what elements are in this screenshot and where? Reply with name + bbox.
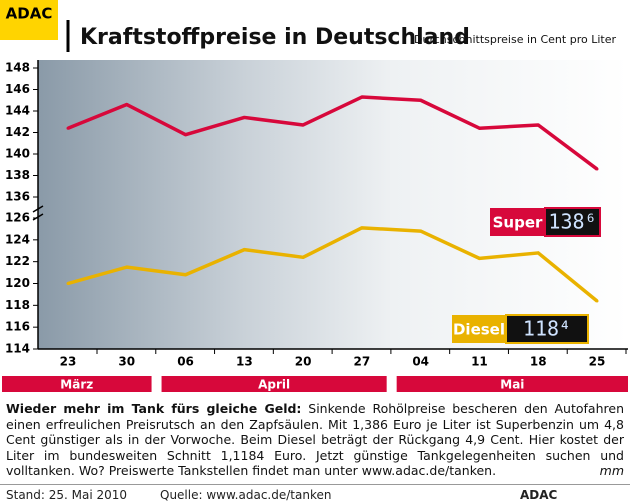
lead: Wieder mehr im Tank fürs gleiche Geld:: [6, 401, 302, 416]
y-tick-label: 126: [5, 211, 30, 225]
point: [360, 226, 364, 230]
point: [419, 229, 423, 233]
author: mm: [599, 463, 624, 478]
x-tick-label: 20: [295, 355, 312, 369]
logo-box: [0, 0, 58, 40]
legend-box: [452, 315, 506, 343]
point: [242, 248, 246, 252]
point: [184, 133, 188, 137]
x-tick-label: 18: [530, 355, 547, 369]
point: [125, 103, 129, 107]
body: Sinkende Rohölpreise bescheren den Autof…: [6, 401, 624, 478]
y-tick-label: 148: [5, 61, 30, 75]
y-tick-label: 116: [5, 320, 30, 334]
y-tick-label: 124: [5, 232, 30, 246]
date: Stand: 25. Mai 2010: [6, 488, 128, 502]
x-tick-label: 13: [236, 355, 253, 369]
series-line: [67, 95, 599, 171]
point: [301, 255, 305, 259]
point: [360, 95, 364, 99]
point: [536, 251, 540, 255]
y-tick-label: 142: [5, 125, 30, 139]
point: [301, 123, 305, 127]
point: [477, 256, 481, 260]
month-band: [2, 376, 152, 392]
point: [477, 126, 481, 130]
value-label: 118⁴: [523, 317, 571, 341]
logo: ADAC: [6, 5, 53, 23]
footer: Stand: 25. Mai 2010 Quelle: www.adac.de/…: [0, 484, 630, 503]
y-tick-label: 114: [5, 342, 30, 356]
chart: ADAC Kraftstoffpreise in Deutschland Dur…: [0, 0, 628, 392]
point: [125, 265, 129, 269]
value-label: 138⁶: [548, 210, 596, 234]
x-tick-label: 04: [412, 355, 429, 369]
y-tick-label: 140: [5, 147, 30, 161]
y-tick-label: 144: [5, 104, 30, 118]
x-tick-label: 23: [60, 355, 77, 369]
month-label: Mai: [500, 378, 524, 392]
legend-label: Diesel: [453, 321, 505, 339]
x-tick-label: 27: [354, 355, 371, 369]
x-tick-label: 25: [589, 355, 606, 369]
y-tick-label: 118: [5, 298, 30, 312]
display: [505, 314, 589, 344]
month-label: März: [60, 378, 93, 392]
series-line: [67, 226, 599, 303]
y-tick-label: 136: [5, 190, 30, 204]
y-tick-label: 138: [5, 168, 30, 182]
legend-box: [490, 208, 545, 236]
month-band: [396, 376, 628, 392]
x-tick-label: 06: [177, 355, 194, 369]
display: [544, 207, 601, 237]
chart-title: Kraftstoffpreise in Deutschland: [80, 25, 470, 50]
point: [536, 123, 540, 127]
chart-subtitle: Durchschnittspreise in Cent pro Liter: [414, 33, 616, 46]
point: [66, 126, 70, 130]
source: Quelle: www.adac.de/tanken: [160, 488, 332, 502]
brand: ADAC Infogramm: [520, 488, 594, 503]
point: [595, 299, 599, 303]
month-band: [161, 376, 387, 392]
y-tick-label: 146: [5, 82, 30, 96]
legend-label: Super: [493, 214, 543, 232]
point: [595, 167, 599, 171]
x-tick-label: 30: [118, 355, 135, 369]
axis-break: [32, 205, 44, 221]
point: [242, 115, 246, 119]
x-tick-label: 11: [471, 355, 488, 369]
point: [184, 273, 188, 277]
point: [419, 98, 423, 102]
description: Wieder mehr im Tank fürs gleiche Geld: S…: [6, 401, 624, 479]
y-tick-label: 120: [5, 276, 30, 290]
y-tick-label: 122: [5, 254, 30, 268]
month-label: April: [258, 378, 290, 392]
point: [66, 282, 70, 285]
